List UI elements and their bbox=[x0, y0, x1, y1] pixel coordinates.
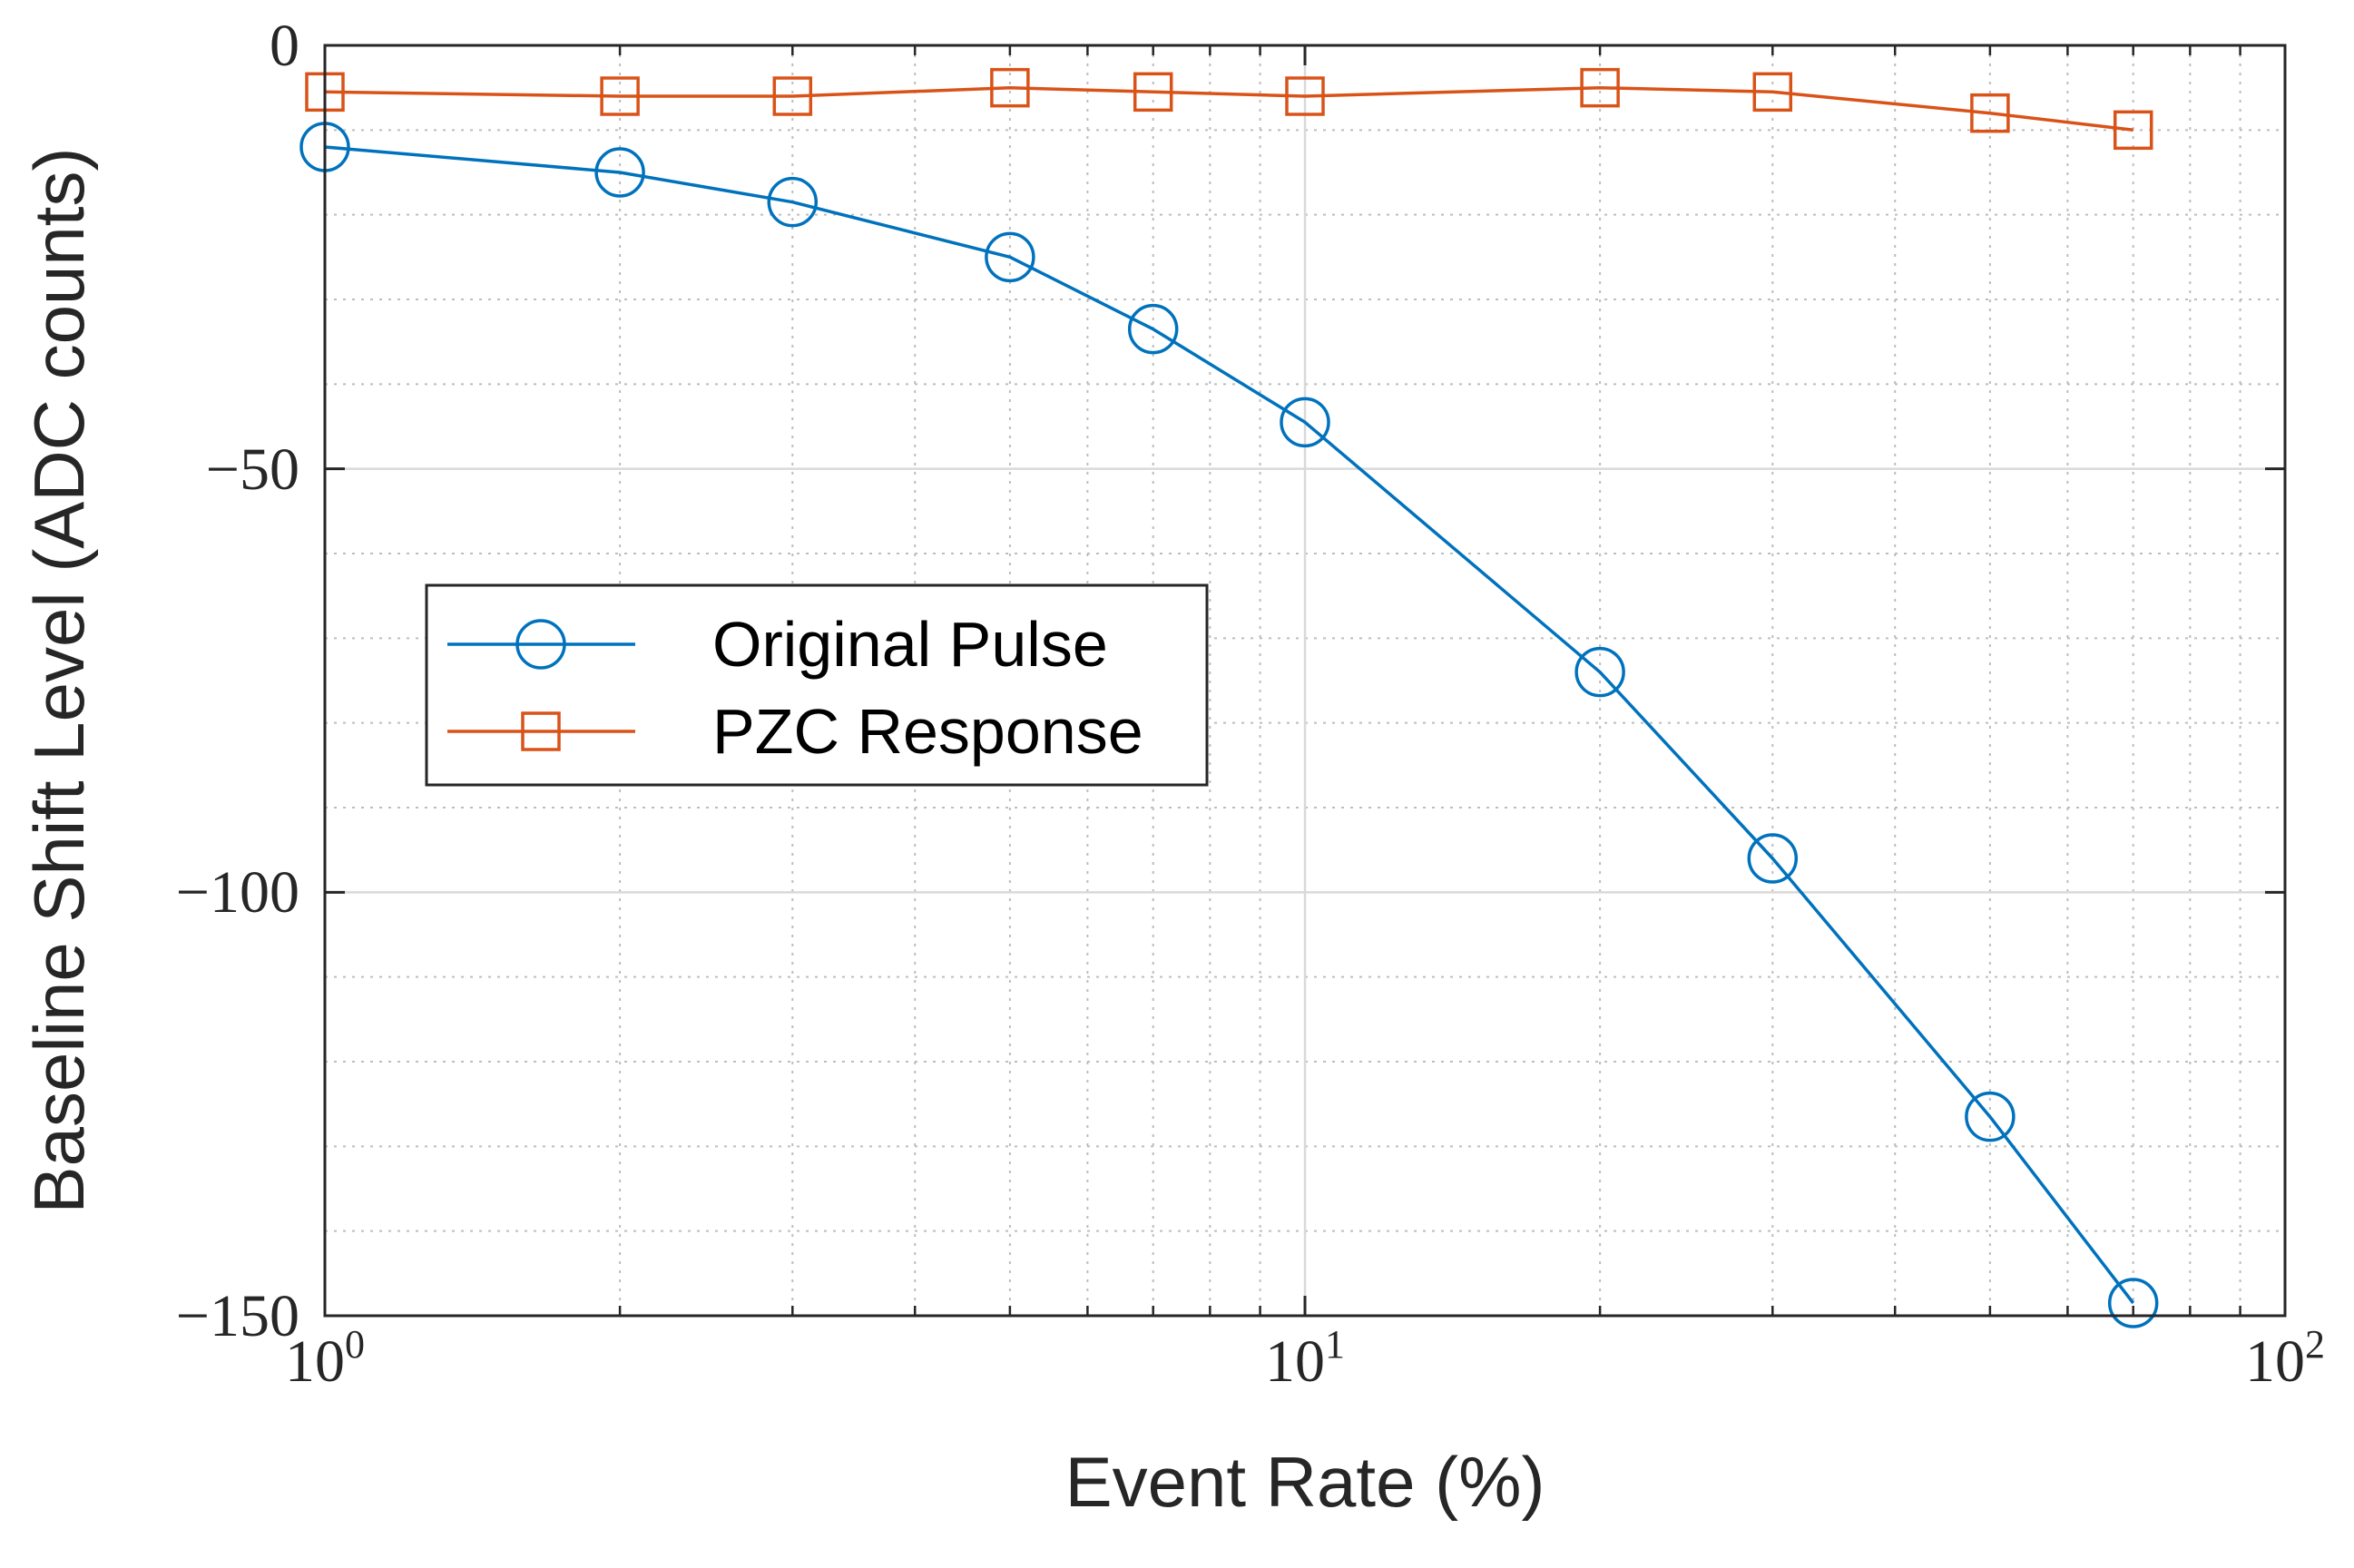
y-tick-label: −50 bbox=[206, 436, 299, 503]
series-layer bbox=[299, 67, 2159, 1328]
y-tick-labels: 0 −50 −100 −150 bbox=[176, 13, 299, 1349]
legend-label-original-pulse: Original Pulse bbox=[712, 609, 1108, 680]
data-point-circle bbox=[594, 147, 645, 198]
data-point-square bbox=[600, 76, 640, 116]
series-pzc-response bbox=[305, 67, 2153, 151]
data-point-square bbox=[1133, 72, 1173, 113]
data-point-square bbox=[1285, 76, 1325, 116]
series-original-pulse bbox=[299, 122, 2159, 1328]
data-point-square bbox=[772, 76, 813, 116]
legend-entry-original-pulse[interactable]: Original Pulse bbox=[447, 609, 1108, 680]
axis-ticks bbox=[323, 44, 2287, 1318]
series-line bbox=[324, 85, 2133, 132]
y-axis-title: Baseline Shift Level (ADC counts) bbox=[19, 148, 99, 1214]
y-tick-label: −100 bbox=[176, 859, 299, 926]
data-point-circle bbox=[1574, 646, 1625, 698]
data-point-square bbox=[1752, 72, 1793, 113]
data-point-square bbox=[990, 67, 1030, 108]
data-point-circle bbox=[2107, 1278, 2159, 1328]
data-point-circle bbox=[1127, 303, 1179, 355]
x-tick-label: 102 bbox=[2245, 1322, 2325, 1395]
legend: Original Pulse PZC Response bbox=[425, 583, 1209, 787]
data-point-circle bbox=[1747, 833, 1799, 884]
data-point-circle bbox=[767, 176, 819, 228]
data-point-circle bbox=[985, 231, 1035, 283]
legend-marker-circle bbox=[515, 619, 566, 670]
x-axis-title: Event Rate (%) bbox=[1065, 1442, 1545, 1522]
x-tick-label: 101 bbox=[1265, 1322, 1345, 1395]
data-point-square bbox=[1580, 67, 1620, 108]
data-point-square bbox=[1970, 93, 2010, 133]
series-line bbox=[324, 145, 2135, 1305]
x-tick-label: 100 bbox=[285, 1322, 365, 1395]
legend-marker-square bbox=[521, 711, 561, 751]
y-tick-label: −150 bbox=[176, 1283, 299, 1349]
data-point-circle bbox=[1965, 1091, 2016, 1142]
data-point-square bbox=[2113, 110, 2153, 151]
legend-box bbox=[425, 583, 1209, 787]
legend-label-pzc-response: PZC Response bbox=[712, 696, 1143, 767]
x-tick-labels: 100 101 102 bbox=[285, 1322, 2325, 1395]
y-tick-label: 0 bbox=[270, 13, 299, 79]
legend-entry-pzc-response[interactable]: PZC Response bbox=[447, 696, 1143, 767]
data-point-circle bbox=[1280, 397, 1330, 448]
